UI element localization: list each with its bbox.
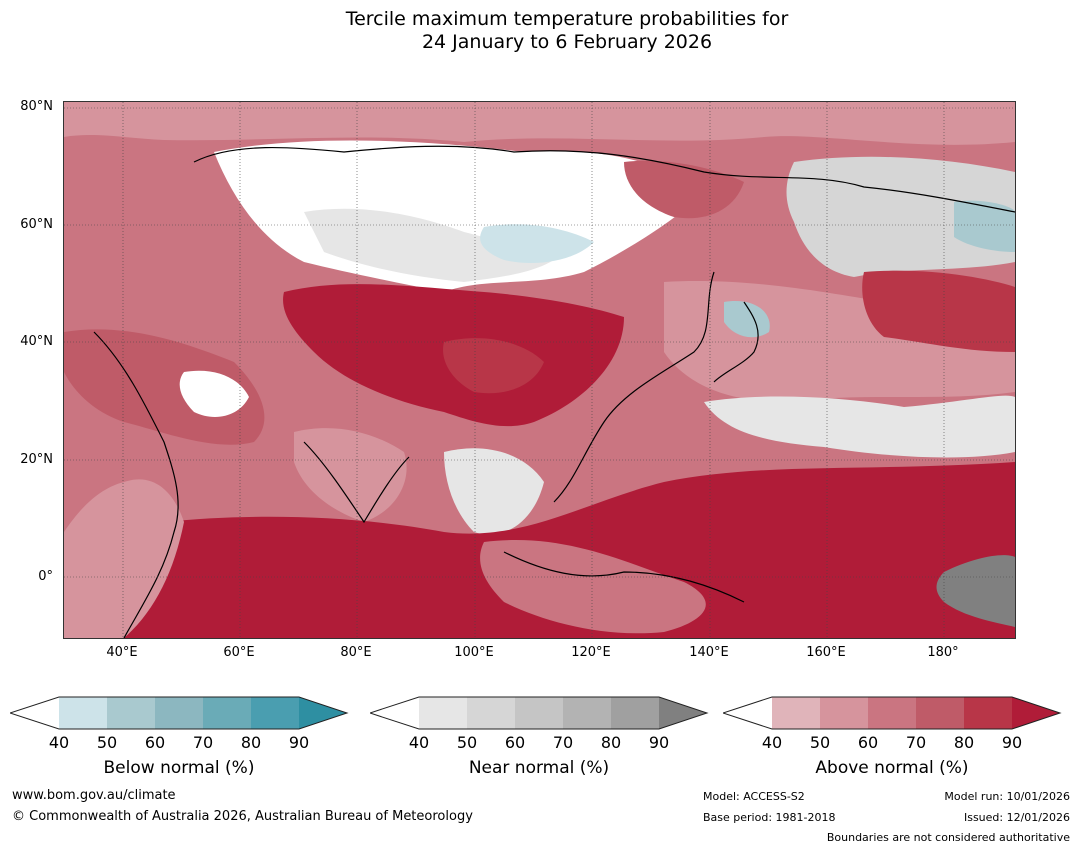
graticule <box>64 102 1015 638</box>
map-region-south-pacific-grey <box>936 555 1015 627</box>
map-canvas <box>64 102 1015 638</box>
footer-copyright: © Commonwealth of Australia 2026, Austra… <box>12 809 473 824</box>
map-region-middle-east-white <box>179 370 249 417</box>
colorbar-above-swatch-3 <box>868 697 916 729</box>
colorbar-above-swatch-1 <box>772 697 820 729</box>
colorbar-below-normal <box>10 696 349 730</box>
coastline-east-asia <box>553 271 715 503</box>
title-line-2: 24 January to 6 February 2026 <box>421 31 713 53</box>
tick-near-60: 60 <box>504 733 526 752</box>
tick-above-80: 80 <box>953 733 975 752</box>
tick-near-90: 90 <box>648 733 670 752</box>
map-region-far-east-below <box>954 200 1015 252</box>
colorbar-below-label: Below normal (%) <box>103 758 255 778</box>
colorbar-above-normal <box>723 696 1062 730</box>
tick-below-90: 90 <box>288 733 310 752</box>
latitude-label-equator: 0° <box>38 569 53 584</box>
coastline-japan <box>713 301 759 383</box>
map-region-indochina <box>444 448 544 535</box>
colorbar-near-normal <box>370 696 709 730</box>
map-region-arctic <box>64 102 1015 145</box>
longitude-label-80e: 80°E <box>340 645 372 660</box>
coastline-arabia-africa <box>93 331 179 638</box>
footer-base-period: Base period: 1981-2018 <box>703 811 836 824</box>
colorbar-below-swatch-3 <box>155 697 203 729</box>
colorbar-near-swatch-6 <box>659 697 707 729</box>
colorbar-near-swatch-2 <box>467 697 515 729</box>
footer-model-run: Model run: 10/01/2026 <box>944 790 1070 803</box>
tick-below-50: 50 <box>96 733 118 752</box>
tick-above-40: 40 <box>761 733 783 752</box>
tick-near-70: 70 <box>552 733 574 752</box>
longitude-label-180: 180° <box>927 645 959 660</box>
map-region-tibet <box>443 338 544 394</box>
colorbar-near-label: Near normal (%) <box>468 758 610 778</box>
map-region-maritime-continent <box>480 540 706 634</box>
tick-above-90: 90 <box>1001 733 1023 752</box>
footer-issued: Issued: 12/01/2026 <box>963 811 1070 824</box>
latitude-label-80n: 80°N <box>20 99 53 114</box>
longitude-label-160e: 160°E <box>806 645 846 660</box>
longitude-label-140e: 140°E <box>689 645 729 660</box>
coastlines <box>93 145 1015 638</box>
map-region-siberia-grey <box>304 208 564 282</box>
map-region-subtropical-grey <box>704 395 1015 458</box>
coastline-india <box>303 441 410 524</box>
tick-near-80: 80 <box>600 733 622 752</box>
map-title: Tercile maximum temperature probabilitie… <box>0 8 1081 54</box>
footer-disclaimer: Boundaries are not considered authoritat… <box>826 831 1070 844</box>
latitude-label-20n: 20°N <box>20 452 53 467</box>
colorbar-below-swatch-2 <box>107 697 155 729</box>
colorbar-below-swatch-0 <box>10 697 59 729</box>
coastline-indonesia <box>503 551 745 603</box>
tick-below-80: 80 <box>240 733 262 752</box>
longitude-label-60e: 60°E <box>223 645 255 660</box>
tick-near-40: 40 <box>408 733 430 752</box>
map-region-siberia-below <box>480 224 594 263</box>
map-region-east-siberia <box>624 160 744 219</box>
colorbar-above-label: Above normal (%) <box>815 758 969 778</box>
footer-url[interactable]: www.bom.gov.au/climate <box>12 788 176 803</box>
tick-below-40: 40 <box>48 733 70 752</box>
colorbar-near-swatch-5 <box>611 697 659 729</box>
latitude-label-60n: 60°N <box>20 217 53 232</box>
colorbar-near-swatch-4 <box>563 697 611 729</box>
colorbar-below-swatch-6 <box>299 697 347 729</box>
tick-below-60: 60 <box>144 733 166 752</box>
longitude-label-100e: 100°E <box>454 645 494 660</box>
footer-model: Model: ACCESS-S2 <box>703 790 805 803</box>
tick-above-50: 50 <box>809 733 831 752</box>
colorbar-near-swatch-1 <box>419 697 467 729</box>
tick-below-70: 70 <box>192 733 214 752</box>
tick-above-60: 60 <box>857 733 879 752</box>
longitude-label-120e: 120°E <box>571 645 611 660</box>
colorbar-above-swatch-4 <box>916 697 964 729</box>
latitude-label-40n: 40°N <box>20 334 53 349</box>
coastline-arctic <box>193 145 1015 213</box>
tick-above-70: 70 <box>905 733 927 752</box>
map-region-north-pacific-red <box>862 270 1015 352</box>
colorbar-near-swatch-0 <box>370 697 419 729</box>
probability-map <box>63 101 1016 639</box>
colorbar-above-swatch-2 <box>820 697 868 729</box>
colorbar-above-swatch-6 <box>1012 697 1060 729</box>
colorbar-below-swatch-1 <box>59 697 107 729</box>
colorbar-below-swatch-4 <box>203 697 251 729</box>
colorbar-above-swatch-5 <box>964 697 1012 729</box>
colorbar-near-swatch-3 <box>515 697 563 729</box>
longitude-label-40e: 40°E <box>106 645 138 660</box>
map-region-far-east-grey <box>786 156 1015 277</box>
colorbar-above-swatch-0 <box>723 697 772 729</box>
tick-near-50: 50 <box>456 733 478 752</box>
colorbar-below-swatch-5 <box>251 697 299 729</box>
title-line-1: Tercile maximum temperature probabilitie… <box>345 8 789 30</box>
map-region-east-africa <box>64 479 184 638</box>
map-region-japan-below <box>724 301 770 338</box>
